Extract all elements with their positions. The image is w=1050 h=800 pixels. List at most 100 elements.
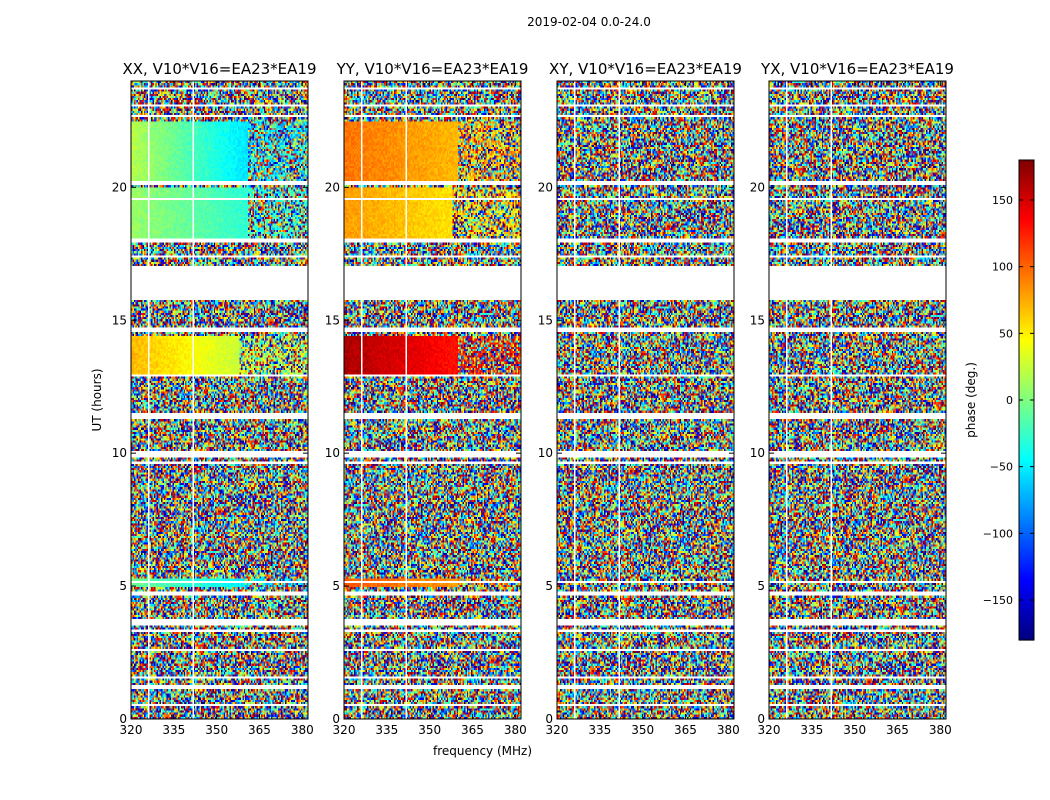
colorbar-segment xyxy=(1019,485,1034,489)
colorbar-segment xyxy=(1019,290,1034,294)
colorbar-segment xyxy=(1019,578,1034,582)
colorbar-segment xyxy=(1019,178,1034,182)
colorbar-segment xyxy=(1019,298,1034,302)
colorbar-segment xyxy=(1019,405,1034,409)
x-tick-label: 335 xyxy=(375,723,398,737)
colorbar-segment xyxy=(1019,506,1034,510)
y-axis-label: UT (hours) xyxy=(90,368,104,431)
colorbar-segment xyxy=(1019,517,1034,521)
colorbar-segment xyxy=(1019,597,1034,601)
panel-title: YY, V10*V16=EA23*EA19 xyxy=(336,60,529,78)
colorbar-tick-label: 50 xyxy=(999,327,1013,340)
x-tick-label: 365 xyxy=(674,723,697,737)
colorbar-segment xyxy=(1019,514,1034,518)
colorbar-segment xyxy=(1019,170,1034,174)
x-tick-label: 335 xyxy=(162,723,185,737)
colorbar-segment xyxy=(1019,562,1034,566)
colorbar-segment xyxy=(1019,314,1034,318)
colorbar-segment xyxy=(1019,504,1034,508)
colorbar-segment xyxy=(1019,442,1034,446)
x-tick-label: 365 xyxy=(461,723,484,737)
colorbar-segment xyxy=(1019,496,1034,500)
colorbar-segment xyxy=(1019,346,1034,350)
axes-frame xyxy=(343,80,522,720)
axes-frame xyxy=(130,80,309,720)
heatmap-image xyxy=(557,81,734,719)
colorbar-segment xyxy=(1019,618,1034,622)
y-tick-label: 15 xyxy=(325,313,340,327)
colorbar-tick-label: −100 xyxy=(983,527,1013,540)
colorbar-segment xyxy=(1019,213,1034,217)
colorbar-segment xyxy=(1019,549,1034,553)
colorbar-segment xyxy=(1019,408,1034,412)
colorbar-segment xyxy=(1019,176,1034,180)
colorbar-segment xyxy=(1019,626,1034,630)
colorbar-segment xyxy=(1019,344,1034,348)
colorbar-segment xyxy=(1019,448,1034,452)
colorbar-segment xyxy=(1019,570,1034,574)
colorbar-segment xyxy=(1019,192,1034,196)
heatmap-image xyxy=(769,81,946,719)
colorbar-segment xyxy=(1019,586,1034,590)
colorbar-segment xyxy=(1019,573,1034,577)
colorbar-segment xyxy=(1019,288,1034,292)
colorbar-segment xyxy=(1019,370,1034,374)
colorbar-segment xyxy=(1019,218,1034,222)
colorbar-segment xyxy=(1019,341,1034,345)
colorbar-segment xyxy=(1019,424,1034,428)
colorbar-segment xyxy=(1019,317,1034,321)
colorbar-segment xyxy=(1019,325,1034,329)
axes-frame xyxy=(768,80,947,720)
colorbar-segment xyxy=(1019,525,1034,529)
x-tick-label: 320 xyxy=(546,723,569,737)
colorbar-segment xyxy=(1019,544,1034,548)
colorbar-segment xyxy=(1019,392,1034,396)
colorbar-segment xyxy=(1019,632,1034,636)
colorbar-segment xyxy=(1019,472,1034,476)
colorbar-segment xyxy=(1019,509,1034,513)
colorbar-segment xyxy=(1019,274,1034,278)
colorbar-segment xyxy=(1019,600,1034,604)
y-tick-label: 5 xyxy=(757,579,765,593)
colorbar-segment xyxy=(1019,469,1034,473)
colorbar-segment xyxy=(1019,237,1034,241)
y-tick-label: 20 xyxy=(538,180,553,194)
colorbar-segment xyxy=(1019,293,1034,297)
colorbar-segment xyxy=(1019,309,1034,313)
colorbar-segment xyxy=(1019,221,1034,225)
colorbar-segment xyxy=(1019,282,1034,286)
colorbar-segment xyxy=(1019,165,1034,169)
colorbar-segment xyxy=(1019,432,1034,436)
y-tick-label: 20 xyxy=(750,180,765,194)
colorbar-segment xyxy=(1019,301,1034,305)
colorbar-segment xyxy=(1019,482,1034,486)
colorbar-label: phase (deg.) xyxy=(964,362,978,438)
panel-title: YX, V10*V16=EA23*EA19 xyxy=(760,60,954,78)
y-tick-label: 0 xyxy=(332,712,340,726)
axes-frame xyxy=(556,80,735,720)
colorbar-segment xyxy=(1019,253,1034,257)
colorbar-segment xyxy=(1019,541,1034,545)
colorbar-segment xyxy=(1019,450,1034,454)
colorbar-segment xyxy=(1019,200,1034,204)
colorbar-segment xyxy=(1019,322,1034,326)
colorbar-segment xyxy=(1019,493,1034,497)
panel-2: 320 335 350 365 380 0 5 10 15 20 YY, V10*V16=EA23*… xyxy=(325,60,532,758)
colorbar-segment xyxy=(1019,224,1034,228)
colorbar-segment xyxy=(1019,445,1034,449)
y-tick-label: 15 xyxy=(112,313,127,327)
colorbar-segment xyxy=(1019,312,1034,316)
colorbar-segment xyxy=(1019,386,1034,390)
colorbar-segment xyxy=(1019,285,1034,289)
colorbar-segment xyxy=(1019,464,1034,468)
colorbar-segment xyxy=(1019,266,1034,270)
panel-3: 320 335 350 365 380 0 5 10 15 20 XY, V10*V16=EA23*… xyxy=(538,60,742,737)
y-tick-label: 20 xyxy=(112,180,127,194)
y-tick-label: 0 xyxy=(119,712,127,726)
colorbar-segment xyxy=(1019,413,1034,417)
x-tick-label: 350 xyxy=(631,723,654,737)
colorbar-segment xyxy=(1019,394,1034,398)
panel-4: 320 335 350 365 380 0 5 10 15 20 YX, V10*V16=EA23*… xyxy=(750,60,954,737)
